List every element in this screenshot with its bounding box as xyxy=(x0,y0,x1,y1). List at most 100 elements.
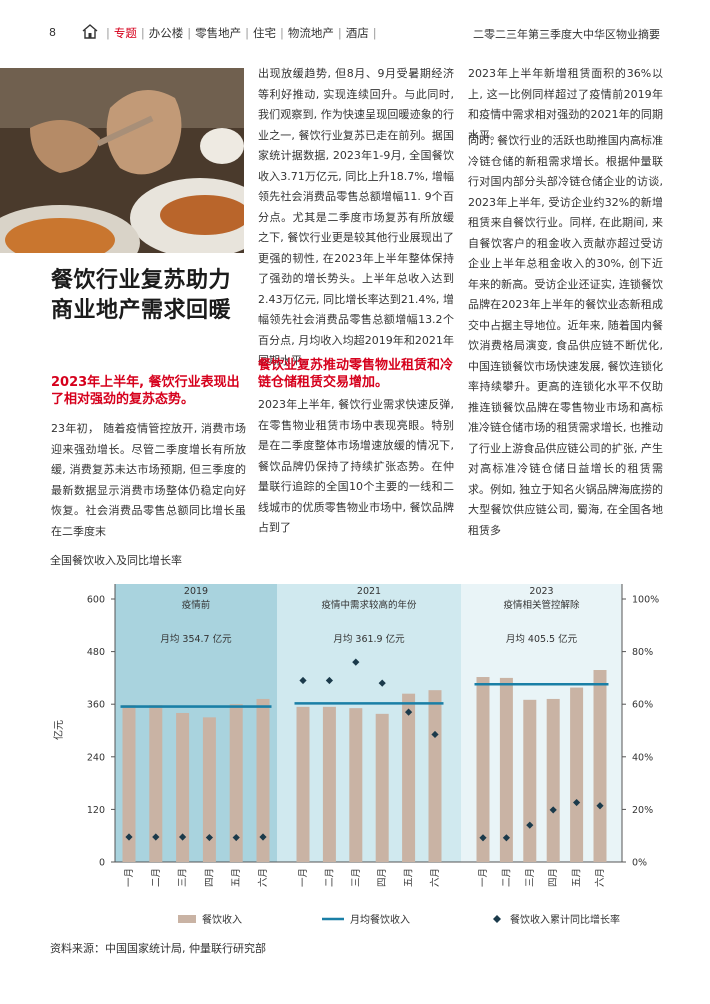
growth-marker xyxy=(179,833,187,841)
month-tick-label: 一月 xyxy=(298,868,309,887)
dining-photo xyxy=(0,68,244,253)
legend-swatch-growth xyxy=(493,915,501,923)
revenue-bar xyxy=(402,693,416,862)
growth-marker xyxy=(352,658,360,666)
growth-marker xyxy=(259,833,267,841)
revenue-bar xyxy=(322,706,336,862)
panel-average-label: 月均 405.5 亿元 xyxy=(506,633,578,645)
paragraph-right-1: 2023年上半年新增租赁面积的36%以上, 这一比例同样超过了疫情前2019年和… xyxy=(468,67,663,142)
nav-item-retail[interactable]: 零售地产 xyxy=(195,26,242,40)
month-tick-label: 二月 xyxy=(151,868,162,887)
panel-subtitle: 疫情相关管控解除 xyxy=(503,599,580,611)
section-nav: | 专题 | 办公楼 | 零售地产 | 住宅 | 物流地产 | 酒店 | xyxy=(106,26,377,40)
month-tick-label: 四月 xyxy=(377,868,388,887)
nav-item-office[interactable]: 办公楼 xyxy=(148,26,184,40)
month-tick-label: 六月 xyxy=(594,868,606,887)
month-tick-label: 三月 xyxy=(525,868,536,887)
revenue-bar xyxy=(229,704,243,862)
subheading-2: 餐饮业复苏推动零售物业租赁和冷链仓储租赁交易增加。 xyxy=(258,358,454,390)
month-tick-label: 二月 xyxy=(324,868,335,887)
dining-photo-illustration xyxy=(0,68,244,253)
report-title: 二零二三年第三季度大中华区物业摘要 xyxy=(473,28,660,41)
revenue-bar xyxy=(349,708,363,862)
revenue-bar xyxy=(176,712,190,862)
left-tick-label: 360 xyxy=(87,700,105,711)
panel-year: 2023 xyxy=(529,586,553,597)
growth-marker xyxy=(405,708,413,716)
right-tick-label: 100% xyxy=(632,595,659,606)
revenue-bar xyxy=(149,705,163,862)
chart-title: 全国餐饮收入及同比增长率 xyxy=(50,554,182,567)
growth-marker xyxy=(502,834,510,842)
right-tick-label: 20% xyxy=(632,805,653,816)
left-tick-label: 120 xyxy=(87,805,105,816)
month-tick-label: 六月 xyxy=(429,868,441,887)
right-tick-label: 80% xyxy=(632,647,653,658)
month-tick-label: 四月 xyxy=(204,868,215,887)
month-tick-label: 六月 xyxy=(257,868,269,887)
panel-year: 2019 xyxy=(184,586,208,597)
panel-subtitle: 疫情前 xyxy=(182,599,211,611)
legend-swatch-revenue xyxy=(178,915,196,923)
growth-marker xyxy=(573,798,581,807)
panel-average-label: 月均 354.7 亿元 xyxy=(160,633,232,645)
revenue-bar xyxy=(499,677,513,862)
revenue-bar xyxy=(122,705,136,862)
legend-label-revenue: 餐饮收入 xyxy=(202,913,242,926)
nav-item-feature[interactable]: 专题 xyxy=(113,26,137,40)
left-tick-label: 0 xyxy=(99,858,105,869)
home-icon[interactable] xyxy=(82,24,98,39)
growth-marker xyxy=(325,676,333,685)
month-tick-label: 一月 xyxy=(124,868,135,887)
growth-marker xyxy=(205,833,213,842)
subheading-1: 2023年上半年, 餐饮行业表现出了相对强劲的复苏态势。 xyxy=(51,375,240,407)
nav-item-logistics[interactable]: 物流地产 xyxy=(287,26,334,40)
revenue-bar xyxy=(546,698,560,862)
month-tick-label: 五月 xyxy=(404,868,415,887)
month-tick-label: 五月 xyxy=(572,868,583,887)
page-number: 8 xyxy=(49,26,56,39)
headline-line-2: 商业地产需求回暖 xyxy=(51,298,232,323)
paragraph-left: 23年初， 随着疫情管控放开, 消费市场迎来强劲增长。尽管二季度增长有所放缓, … xyxy=(51,422,246,538)
nav-item-residential[interactable]: 住宅 xyxy=(253,26,276,40)
right-tick-label: 0% xyxy=(632,858,647,869)
article-headline: 餐饮行业复苏助力 商业地产需求回暖 xyxy=(51,266,251,326)
revenue-bar xyxy=(428,690,442,862)
right-tick-label: 40% xyxy=(632,752,653,763)
revenue-bar xyxy=(375,713,389,862)
revenue-bar xyxy=(202,717,216,862)
panel-year: 2021 xyxy=(357,586,381,597)
revenue-bar xyxy=(523,699,537,862)
growth-marker xyxy=(152,833,160,841)
nav-item-hotel[interactable]: 酒店 xyxy=(345,26,369,40)
growth-marker xyxy=(232,833,240,842)
growth-marker xyxy=(431,730,439,739)
month-tick-label: 一月 xyxy=(478,868,489,887)
paragraph-right-2: 同时, 餐饮行业的活跃也助推国内高标准冷链仓储的新租需求增长。根据仲量联行对国内… xyxy=(468,134,663,537)
paragraph-middle-2: 2023年上半年, 餐饮行业需求快速反弹, 在零售物业租赁市场中表现亮眼。特别是… xyxy=(258,398,454,534)
revenue-bar xyxy=(593,670,607,862)
revenue-bar xyxy=(296,706,310,862)
revenue-bar xyxy=(256,698,270,862)
panel-subtitle: 疫情中需求较高的年份 xyxy=(321,599,417,611)
month-tick-label: 四月 xyxy=(548,868,559,887)
page-header: 8 | 专题 | 办公楼 | 零售地产 | 住宅 | 物流地产 | 酒店 | 二零二三年第三季度大中华区… xyxy=(0,0,710,56)
month-tick-label: 三月 xyxy=(351,868,362,887)
revenue-bar xyxy=(476,677,490,862)
left-tick-label: 600 xyxy=(87,595,105,606)
month-tick-label: 二月 xyxy=(501,868,512,887)
month-tick-label: 五月 xyxy=(231,868,242,887)
legend-label-growth: 餐饮收入累计同比增长率 xyxy=(510,913,620,926)
source-note: 资料来源：中国国家统计局, 仲量联行研究部 xyxy=(50,942,266,955)
revenue-bar xyxy=(570,687,584,862)
y-axis-label: 亿元 xyxy=(52,720,65,740)
left-tick-label: 480 xyxy=(87,647,105,658)
month-tick-label: 三月 xyxy=(178,868,189,887)
growth-marker xyxy=(479,834,487,842)
growth-marker xyxy=(526,821,534,829)
legend-label-average: 月均餐饮收入 xyxy=(350,913,410,926)
left-tick-label: 240 xyxy=(87,752,105,763)
right-tick-label: 60% xyxy=(632,700,653,711)
panel-average-label: 月均 361.9 亿元 xyxy=(333,633,405,645)
growth-marker xyxy=(125,833,133,841)
